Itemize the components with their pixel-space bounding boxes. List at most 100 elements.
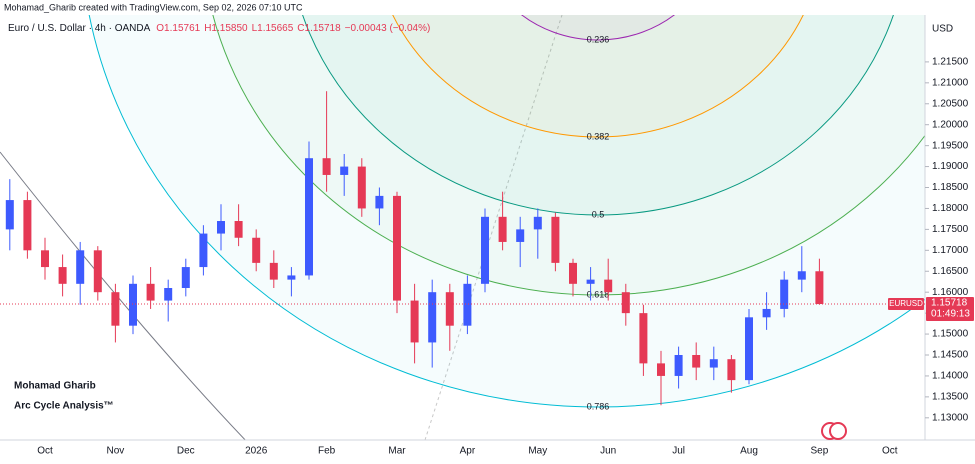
arcs: 0.236 0.382 0.5 0.618 0.786 <box>0 15 925 440</box>
candle-body <box>498 216 507 242</box>
x-tick-label: Mar <box>388 446 406 457</box>
annotation: Mohamad Gharib <box>14 381 96 392</box>
ohlc-low: L1.15665 <box>252 23 294 34</box>
fib-arc-label: 0.382 <box>587 131 610 141</box>
candle-body <box>181 267 190 289</box>
candle-body <box>234 221 243 238</box>
candle-body <box>252 237 261 263</box>
fib-arc-label: 0.236 <box>587 34 610 44</box>
candle-body <box>621 292 630 314</box>
candle-body <box>357 166 366 209</box>
ohlc-open: O1.15761 <box>156 23 200 34</box>
candle-body <box>305 158 313 276</box>
y-tick-label: 1.19500 <box>932 140 969 151</box>
fib-arc-label: 0.618 <box>587 289 610 299</box>
candle-body <box>516 229 525 242</box>
candle-body <box>146 283 155 301</box>
candle-body <box>93 250 102 293</box>
candle-body <box>199 233 208 268</box>
annotation: Arc Cycle Analysis™ <box>14 401 114 412</box>
x-tick-label: Feb <box>318 446 336 457</box>
y-tick-label: 1.13500 <box>932 392 969 403</box>
candle-body <box>762 308 771 318</box>
x-tick-label: Jul <box>672 446 685 457</box>
fib-arc-label: 0.786 <box>587 401 610 411</box>
candle-body <box>674 355 683 376</box>
ohlc-change: −0.00043 (−0.04%) <box>345 23 431 34</box>
candle-body <box>657 363 665 376</box>
symbol-line: Euro / U.S. Dollar · 4h · OANDA O1.15761 H… <box>8 23 430 34</box>
candle-body <box>23 200 32 251</box>
candle-body <box>111 292 120 326</box>
candle-body <box>164 288 173 301</box>
symbol-tag <box>888 298 924 310</box>
candle-body <box>340 166 349 175</box>
creator-line: Mohamad_Gharib created with TradingView.… <box>4 2 303 12</box>
arc-fill <box>392 15 804 137</box>
y-tick-label: 1.18500 <box>932 182 969 193</box>
candle-body <box>217 221 225 234</box>
candle-body <box>5 200 14 230</box>
candle-body <box>604 279 613 293</box>
x-tick-label: Oct <box>37 446 53 457</box>
candle-body <box>692 355 701 368</box>
price-tag-label: 1.15718 <box>931 298 968 309</box>
candle-body <box>797 271 806 280</box>
candle-body <box>76 250 85 284</box>
countdown-label: 01:49:13 <box>931 309 970 320</box>
candle-body <box>481 216 489 284</box>
fib-arc <box>212 15 925 296</box>
symbol: Euro / U.S. Dollar · 4h · OANDA <box>8 23 151 34</box>
y-tick-label: 1.18000 <box>932 203 969 214</box>
y-tick-label: 1.17000 <box>932 245 969 256</box>
logo-circle <box>829 422 847 440</box>
y-tick-label: 1.14000 <box>932 371 969 382</box>
candle-body <box>375 195 384 209</box>
y-tick-label: 1.16000 <box>932 287 969 298</box>
candle-body <box>709 359 718 368</box>
candle-body <box>287 275 296 280</box>
candle-body <box>58 267 67 284</box>
symbol-tag-label: EURUSD <box>889 299 923 308</box>
candle-body <box>780 279 789 309</box>
x-tick-label: Dec <box>177 446 195 457</box>
candles <box>5 91 824 406</box>
y-tick-label: 1.15000 <box>932 329 969 340</box>
candle-body <box>463 283 472 326</box>
candle-body <box>322 158 331 175</box>
x-tick-label: Jun <box>600 446 616 457</box>
x-tick-label: Sep <box>811 446 829 457</box>
x-tick-label: May <box>528 446 547 457</box>
candle-body <box>533 216 542 230</box>
candle-body <box>551 216 560 263</box>
ohlc-close: C1.15718 <box>297 23 341 34</box>
price-tag <box>926 297 974 321</box>
fib-arc <box>302 15 894 216</box>
candle-body <box>569 262 577 284</box>
y-tick-label: 1.21500 <box>932 57 969 68</box>
logo <box>821 422 847 440</box>
fib-arc <box>521 15 675 41</box>
fib-arc <box>392 15 804 138</box>
x-tick-label: Apr <box>460 446 476 457</box>
x-tick-label: 2026 <box>245 446 268 457</box>
y-tick-label: 1.17500 <box>932 224 969 235</box>
x-tick-label: Oct <box>882 446 898 457</box>
y-tick-label: 1.20500 <box>932 98 969 109</box>
fib-arc-label: 0.5 <box>592 209 605 219</box>
arc-fill <box>302 15 894 215</box>
arc-axis-line <box>424 15 563 440</box>
candle-body <box>129 283 137 326</box>
candle-body <box>410 300 419 343</box>
candle-body <box>393 195 401 301</box>
fib-arc <box>88 15 925 408</box>
candle-body <box>745 317 753 381</box>
y-tick-label: 1.16500 <box>932 266 969 277</box>
x-tick-label: Aug <box>740 446 758 457</box>
candle-body <box>269 262 278 280</box>
currency-label: USD <box>932 24 953 35</box>
candle-body <box>445 292 454 326</box>
candle-body <box>639 313 648 364</box>
